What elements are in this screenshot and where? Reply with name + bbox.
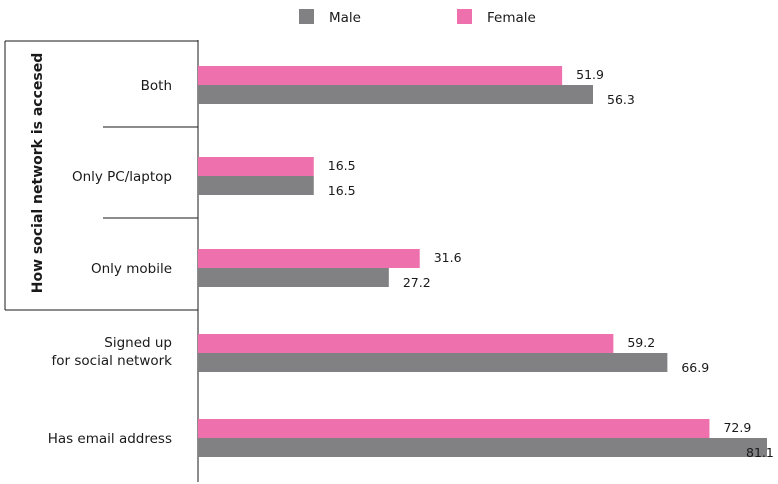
category-label: Both <box>141 78 172 94</box>
legend-swatch-male <box>299 9 314 24</box>
bar-male <box>198 353 668 372</box>
group-label: How social network is accesed <box>30 53 46 294</box>
data-label-male: 56.3 <box>607 92 635 107</box>
legend-label-male: Male <box>329 10 361 26</box>
data-label-female: 51.9 <box>576 67 604 82</box>
bar-male <box>198 438 767 457</box>
bar-male <box>198 176 314 195</box>
category-label: Has email address <box>48 431 172 447</box>
bar-female <box>198 157 314 176</box>
data-label-male: 81.1 <box>746 445 774 460</box>
category-label: Only mobile <box>91 261 172 277</box>
data-label-female: 72.9 <box>723 420 751 435</box>
bar-female <box>198 419 710 438</box>
category-label: Only PC/laptop <box>72 169 172 185</box>
category-label: Signed up for social network <box>52 335 173 369</box>
data-label-female: 16.5 <box>328 158 356 173</box>
data-label-male: 27.2 <box>403 275 431 290</box>
bar-female <box>198 66 563 85</box>
bar-male <box>198 268 389 287</box>
data-label-female: 59.2 <box>627 335 655 350</box>
legend-swatch-female <box>457 9 472 24</box>
data-label-male: 16.5 <box>328 183 356 198</box>
bar-female <box>198 334 614 353</box>
data-label-female: 31.6 <box>434 250 462 265</box>
legend-label-female: Female <box>487 10 536 26</box>
bar-female <box>198 249 420 268</box>
data-label-male: 66.9 <box>681 360 709 375</box>
bar-male <box>198 85 594 104</box>
